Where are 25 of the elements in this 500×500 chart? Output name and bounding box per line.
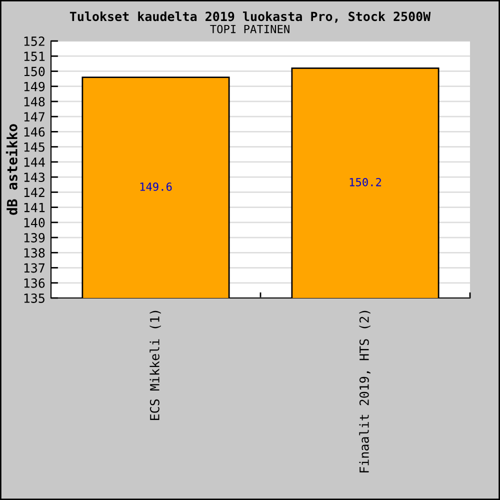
- y-tick-label: 140: [24, 218, 45, 228]
- y-tick-label: 136: [24, 278, 45, 288]
- x-tick-label: ECS Mikkeli (1): [150, 310, 161, 420]
- y-tick-label: 145: [24, 142, 44, 152]
- y-tick-label: 148: [24, 96, 45, 106]
- chart-title: Tulokset kaudelta 2019 luokasta Pro, Stock 2500W: [70, 11, 431, 23]
- data-label: 149.6: [140, 182, 172, 191]
- y-tick-label: 151: [24, 52, 45, 62]
- y-tick-label: 150: [24, 66, 45, 76]
- y-tick-label: 138: [24, 248, 45, 258]
- y-tick-label: 142: [24, 188, 44, 197]
- y-tick-label: 135: [24, 294, 44, 303]
- chart-subtitle: TOPI PATINEN: [210, 24, 290, 34]
- y-tick-label: 137: [24, 263, 45, 273]
- y-tick-label: 147: [24, 112, 45, 122]
- y-tick-label: 143: [24, 172, 45, 182]
- y-tick-label: 144: [24, 158, 45, 167]
- x-tick-label: Finaalit 2019, HTS (2): [359, 310, 370, 472]
- y-tick-label: 149: [24, 82, 45, 92]
- y-tick-label: 152: [24, 36, 44, 46]
- y-tick-label: 139: [24, 233, 45, 242]
- y-tick-label: 141: [24, 202, 45, 212]
- y-tick-label: 146: [24, 127, 45, 137]
- data-label: 150.2: [350, 178, 382, 186]
- y-axis-title: dB asteikko: [6, 124, 18, 215]
